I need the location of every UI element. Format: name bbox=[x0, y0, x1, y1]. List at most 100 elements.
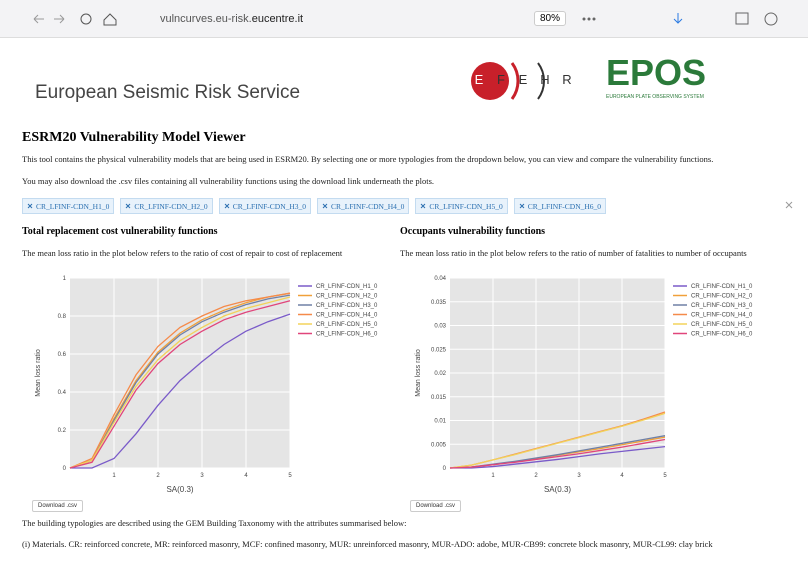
x-tick-label: 3 bbox=[200, 473, 204, 479]
logo-letter: E bbox=[474, 72, 484, 87]
y-tick-label: 0.4 bbox=[58, 390, 67, 396]
series-line bbox=[70, 313, 291, 469]
typology-tag[interactable]: CR_LFINF-CDN_H2_0 bbox=[120, 198, 213, 214]
reload-icon[interactable] bbox=[80, 13, 92, 25]
x-tick-label: 2 bbox=[534, 473, 538, 479]
footer-text: (i) Materials. CR: reinforced concrete, … bbox=[22, 539, 713, 549]
logo-letter: R bbox=[562, 72, 572, 87]
legend-label: CR_LFINF-CDN_H2_0 bbox=[316, 294, 378, 300]
y-tick-label: 0.015 bbox=[431, 395, 447, 401]
clear-icon[interactable] bbox=[784, 200, 794, 210]
typology-tag[interactable]: CR_LFINF-CDN_H6_0 bbox=[513, 198, 607, 214]
y-tick-label: 1 bbox=[63, 276, 67, 282]
download-button[interactable]: Download .csv bbox=[410, 500, 462, 512]
zoom-level[interactable]: 80% bbox=[534, 11, 567, 26]
section-description: The mean loss ratio in the plot below re… bbox=[22, 248, 343, 258]
remove-icon bbox=[519, 203, 525, 209]
series-line bbox=[449, 412, 666, 469]
x-axis-label: SA(0.3) bbox=[544, 485, 571, 494]
typology-tag[interactable]: CR_LFINF-CDN_H4_0 bbox=[317, 198, 410, 214]
typology-tag[interactable]: CR_LFINF-CDN_H5_0 bbox=[415, 198, 508, 214]
series-line bbox=[69, 300, 291, 469]
y-tick-label: 0 bbox=[63, 466, 67, 472]
url-bar[interactable]: vulncurves.eu-risk.eucentre.it bbox=[160, 8, 530, 30]
y-tick-label: 0 bbox=[443, 466, 447, 472]
back-icon[interactable] bbox=[33, 14, 44, 24]
remove-cross bbox=[27, 203, 33, 209]
forward-icon[interactable] bbox=[54, 14, 65, 24]
y-tick-label: 0.03 bbox=[434, 324, 446, 330]
section-description: The mean loss ratio in the plot below re… bbox=[400, 248, 747, 258]
remove-icon bbox=[322, 203, 328, 209]
chart: 0 0.005 0.01 0.015 0.02 0.025 0.03 0.035 0.04 1 2 3… bbox=[415, 276, 753, 494]
legend-label: CR_LFINF-CDN_H3_0 bbox=[316, 303, 378, 309]
remove-icon bbox=[224, 203, 230, 209]
x-tick-label: 1 bbox=[112, 473, 116, 479]
series-line bbox=[69, 292, 291, 469]
epos-logo: EPOS bbox=[606, 52, 707, 93]
remove-icon bbox=[421, 203, 426, 209]
y-tick-label: 0.035 bbox=[431, 300, 447, 306]
section-title: Total replacement cost vulnerability fun… bbox=[22, 226, 218, 237]
typology-tag[interactable]: CR_LFINF-CDN_H1_0 bbox=[22, 198, 115, 214]
legend-label: CR_LFINF-CDN_H4_0 bbox=[316, 313, 378, 319]
series-line bbox=[449, 438, 666, 469]
x-tick-label: 2 bbox=[156, 473, 160, 479]
page-heading: ESRM20 Vulnerability Model Viewer bbox=[22, 130, 246, 145]
nav-icons bbox=[33, 13, 117, 26]
legend-label: CR_LFINF-CDN_H5_0 bbox=[691, 322, 753, 328]
remove-icon bbox=[27, 203, 33, 209]
site-title: European Seismic Risk Service bbox=[35, 82, 301, 103]
legend-label: CR_LFINF-CDN_H6_0 bbox=[316, 332, 378, 338]
efehr-mark bbox=[471, 62, 545, 100]
legend-label: CR_LFINF-CDN_H1_0 bbox=[691, 284, 753, 290]
legend-label: CR_LFINF-CDN_H3_0 bbox=[691, 303, 753, 309]
tag-label: CR_LFINF-CDN_H1_0 bbox=[36, 201, 110, 211]
logo-letter: F bbox=[497, 72, 505, 87]
y-tick-label: 0.02 bbox=[434, 371, 446, 377]
home-icon[interactable] bbox=[103, 13, 117, 26]
typology-dropdown[interactable]: CR_LFINF-CDN_H1_0 CR_LFINF-CDN_H2_0 CR_LFI… bbox=[22, 198, 802, 214]
y-tick-label: 0.04 bbox=[434, 276, 446, 282]
remove-cross bbox=[224, 203, 230, 209]
epos-subtitle: EUROPEAN PLATE OBSERVING SYSTEM bbox=[606, 94, 704, 100]
y-tick-label: 0.8 bbox=[58, 314, 67, 320]
y-tick-label: 0.6 bbox=[58, 352, 67, 358]
tag-label: CR_LFINF-CDN_H3_0 bbox=[232, 201, 307, 211]
legend-label: CR_LFINF-CDN_H1_0 bbox=[316, 284, 378, 290]
x-tick-label: 3 bbox=[577, 473, 581, 479]
tag-label: CR_LFINF-CDN_H4_0 bbox=[331, 201, 405, 211]
remove-cross bbox=[322, 203, 328, 209]
legend-label: CR_LFINF-CDN_H6_0 bbox=[691, 332, 753, 338]
section-title: Occupants vulnerability functions bbox=[400, 226, 546, 237]
legend-label: CR_LFINF-CDN_H5_0 bbox=[316, 322, 378, 328]
x-axis-label: SA(0.3) bbox=[166, 485, 193, 494]
series-line bbox=[450, 445, 666, 469]
remove-cross bbox=[125, 203, 131, 209]
url-prefix: vulncurves.eu-risk. bbox=[160, 13, 252, 25]
intro-text: This tool contains the physical vulnerab… bbox=[22, 154, 714, 164]
tag-label: CR_LFINF-CDN_H5_0 bbox=[429, 201, 503, 211]
y-tick-label: 0.005 bbox=[431, 442, 447, 448]
remove-cross bbox=[421, 203, 426, 209]
x-tick-label: 4 bbox=[244, 473, 248, 479]
toolbar-icons bbox=[582, 12, 778, 26]
x-tick-label: 5 bbox=[663, 473, 667, 479]
footer-text: The building typologies are described us… bbox=[22, 518, 407, 528]
remove-icon bbox=[125, 203, 131, 209]
x-tick-label: 5 bbox=[288, 473, 292, 479]
typology-tag[interactable]: CR_LFINF-CDN_H3_0 bbox=[218, 198, 312, 214]
x-tick-label: 1 bbox=[491, 473, 495, 479]
logo-letter: H bbox=[540, 72, 550, 87]
url-domain: eucentre.it bbox=[251, 13, 304, 25]
browser-toolbar: vulncurves.eu-risk.eucentre.it 80% bbox=[0, 0, 808, 38]
tag-label: CR_LFINF-CDN_H6_0 bbox=[527, 201, 602, 211]
x-tick-label: 4 bbox=[620, 473, 624, 479]
y-tick-label: 0.2 bbox=[58, 428, 67, 434]
y-tick-label: 0.025 bbox=[431, 347, 447, 353]
intro-text: You may also download the .csv files con… bbox=[22, 176, 435, 186]
download-button[interactable]: Download .csv bbox=[32, 500, 84, 512]
remove-cross bbox=[519, 203, 525, 209]
